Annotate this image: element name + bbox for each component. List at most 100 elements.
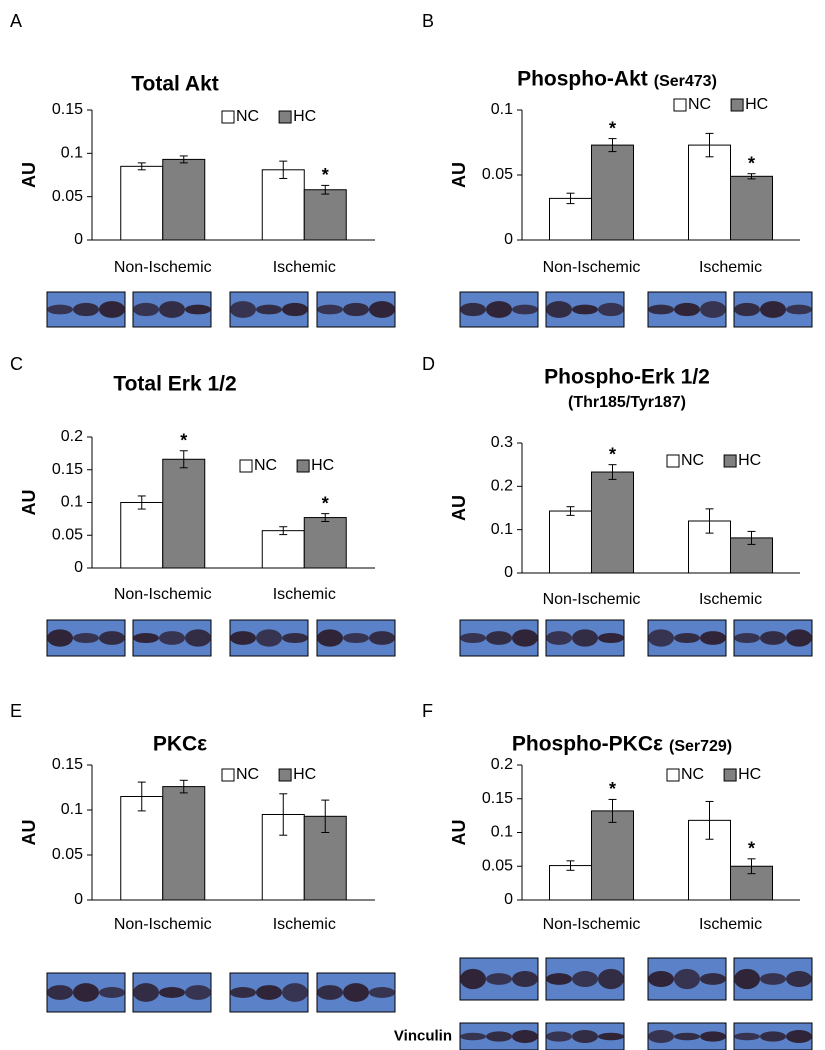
panel-letter: E	[10, 701, 22, 721]
blot-band	[674, 632, 700, 644]
legend-swatch	[278, 768, 292, 782]
blot-band	[760, 973, 786, 985]
panel: A Total Akt 0 0.05 0.1 0.15 AU Non-Ischemic Isch…	[10, 11, 396, 328]
error-bar	[279, 160, 288, 179]
blot-band	[512, 304, 538, 315]
blot-band	[460, 1032, 486, 1041]
bar	[591, 144, 634, 241]
blot-band	[159, 301, 185, 318]
legend-swatch	[221, 768, 235, 782]
legend-swatch	[673, 98, 687, 112]
bar	[120, 165, 164, 241]
blot-band	[185, 304, 211, 315]
error-bar	[747, 173, 756, 180]
blot-band	[734, 302, 760, 317]
legend-label: HC	[745, 96, 768, 113]
blot-band	[317, 985, 343, 1000]
blot-band	[486, 631, 512, 645]
blot-band	[648, 971, 674, 987]
bar	[549, 510, 592, 574]
blot-band	[73, 632, 99, 644]
x-tick-label: Ischemic	[699, 259, 762, 276]
blot-band	[343, 632, 369, 644]
blot-band	[185, 985, 211, 1000]
bar	[162, 158, 206, 241]
y-tick-label: 0.1	[61, 801, 83, 818]
error-bar	[137, 495, 146, 510]
y-tick-label: 0	[74, 559, 83, 576]
bar	[688, 144, 731, 241]
panel-letter: C	[10, 354, 23, 374]
blot-band	[159, 987, 185, 998]
x-tick-label: Non-Ischemic	[543, 916, 641, 933]
legend-label: NC	[236, 108, 259, 125]
x-tick-label: Ischemic	[273, 586, 336, 603]
blot-band	[760, 301, 786, 318]
panel-letter: D	[422, 354, 435, 374]
error-bar	[705, 800, 714, 840]
significance-marker: *	[609, 444, 616, 464]
chart-subtitle: (Thr185/Tyr187)	[568, 394, 686, 411]
blot-band	[546, 631, 572, 645]
error-bar	[747, 858, 756, 875]
bar	[730, 175, 773, 241]
y-tick-label: 0.15	[52, 756, 83, 773]
blot-band	[282, 983, 308, 1002]
x-tick-label: Ischemic	[699, 591, 762, 608]
legend-label: NC	[681, 452, 704, 469]
x-tick-label: Non-Ischemic	[543, 591, 641, 608]
error-bar	[705, 508, 714, 534]
significance-marker: *	[180, 431, 187, 451]
chart-title: Phospho-Akt	[517, 68, 648, 91]
blot-band	[674, 1032, 700, 1041]
bar	[303, 517, 347, 569]
chart-subtitle: (Ser473)	[654, 73, 717, 90]
blot-band	[73, 302, 99, 317]
blot-band	[734, 968, 760, 990]
y-tick-label: 0.3	[491, 434, 513, 451]
y-tick-label: 0.05	[52, 188, 83, 205]
bar	[261, 169, 305, 241]
bar	[261, 530, 305, 569]
y-tick-label: 0.2	[61, 428, 83, 445]
bar	[120, 502, 164, 569]
blot-band	[786, 304, 812, 315]
error-bar	[321, 184, 330, 195]
legend-label: HC	[293, 766, 316, 783]
blot-band	[734, 632, 760, 644]
legend-label: NC	[688, 96, 711, 113]
blot-band	[700, 1031, 726, 1042]
blot-band	[648, 1030, 674, 1043]
blot-band	[598, 302, 624, 317]
error-bar	[747, 530, 756, 545]
blot-band	[460, 632, 486, 644]
blot-band	[133, 983, 159, 1002]
x-tick-label: Ischemic	[699, 916, 762, 933]
blot-band	[674, 302, 700, 317]
y-axis-label: AU	[19, 490, 39, 516]
y-tick-label: 0.1	[61, 145, 83, 162]
blot-band	[369, 987, 395, 998]
legend-swatch	[221, 110, 235, 124]
blot-band	[317, 629, 343, 647]
panel-letter: F	[422, 701, 433, 721]
blot-band	[546, 301, 572, 318]
y-tick-label: 0.05	[482, 857, 513, 874]
blot-band	[256, 304, 282, 315]
blot-band	[598, 1032, 624, 1041]
blot-band	[674, 968, 700, 990]
x-tick-label: Non-Ischemic	[114, 259, 212, 276]
blot-band	[512, 1030, 538, 1043]
y-tick-label: 0.05	[482, 166, 513, 183]
error-bar	[608, 464, 617, 480]
legend-swatch	[666, 768, 680, 782]
legend-swatch	[278, 110, 292, 124]
blot-band	[598, 968, 624, 990]
legend-swatch	[666, 454, 680, 468]
y-tick-label: 0.1	[491, 101, 513, 118]
x-tick-label: Non-Ischemic	[543, 259, 641, 276]
legend-label: NC	[254, 457, 277, 474]
error-bar	[179, 155, 188, 164]
y-tick-label: 0	[74, 891, 83, 908]
